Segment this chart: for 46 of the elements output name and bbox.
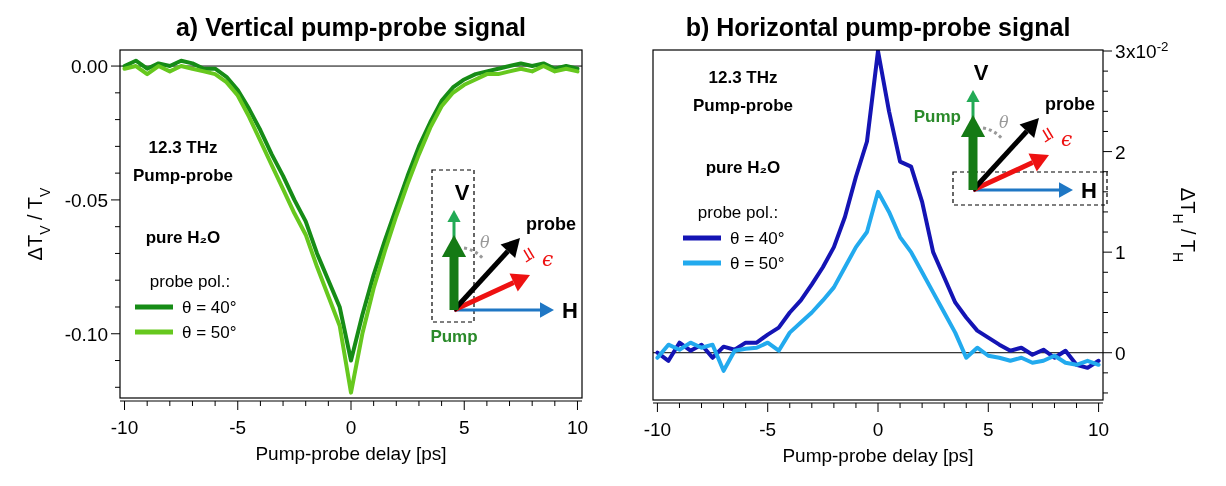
- x-axis-title: Pump-probe delay [ps]: [782, 445, 974, 466]
- x-tick-label: 10: [1088, 419, 1110, 440]
- x-tick-label: 5: [458, 417, 470, 438]
- x-axis-title: Pump-probe delay [ps]: [255, 443, 447, 464]
- y2-tick-label: 2: [1115, 141, 1126, 163]
- x-tick-label: -5: [759, 419, 777, 440]
- x-tick-label: -10: [110, 417, 139, 438]
- chart-title: b) Horizontal pump-probe signal: [685, 13, 1071, 41]
- annotation: ϵ: [542, 247, 554, 271]
- annotation: Pump-probe: [692, 96, 794, 115]
- annotation: Pump: [430, 327, 478, 346]
- x-tick-label: 10: [566, 417, 589, 438]
- x-tick-label: 0: [345, 417, 357, 438]
- chart-title: a) Vertical pump-probe signal: [175, 13, 527, 41]
- legend-title: probe pol.:: [697, 203, 779, 222]
- annotation: θ: [480, 233, 490, 252]
- annotation: θ: [999, 113, 1009, 132]
- annotation: pure H₂O: [145, 228, 221, 247]
- legend-label: θ = 40°: [182, 298, 237, 317]
- y2-tick-label: 3: [1115, 41, 1126, 63]
- y-tick-label: -0.05: [64, 189, 108, 211]
- x-tick-label: -10: [643, 419, 672, 440]
- annotation: probe: [526, 214, 577, 234]
- annotation: Pump: [913, 107, 961, 126]
- legend-label: θ = 50°: [730, 254, 785, 273]
- text: x10$^{-2}$: [1126, 38, 1169, 63]
- y2-tick-label: 0: [1115, 342, 1126, 364]
- annotation: pure H₂O: [705, 158, 781, 177]
- annotation: V: [973, 60, 989, 85]
- annotation: probe: [1045, 94, 1096, 114]
- annotation: Pump-probe: [132, 166, 234, 185]
- x-tick-label: 5: [983, 419, 994, 440]
- annotation: V: [454, 180, 470, 205]
- legend-label: θ = 40°: [730, 229, 785, 248]
- y2-tick-label: 1: [1115, 242, 1126, 264]
- annotation: H: [1081, 178, 1097, 203]
- annotation: H: [562, 298, 578, 323]
- y-tick-label: 0.00: [71, 56, 108, 78]
- x-tick-label: -5: [229, 417, 247, 438]
- annotation: 12.3 THz: [708, 68, 778, 87]
- y-tick-label: -0.10: [64, 323, 108, 345]
- legend-title: probe pol.:: [149, 272, 231, 291]
- annotation: ϵ: [1061, 127, 1073, 151]
- annotation: 12.3 THz: [148, 138, 218, 157]
- legend-label: θ = 50°: [182, 323, 237, 342]
- x-tick-label: 0: [872, 419, 884, 440]
